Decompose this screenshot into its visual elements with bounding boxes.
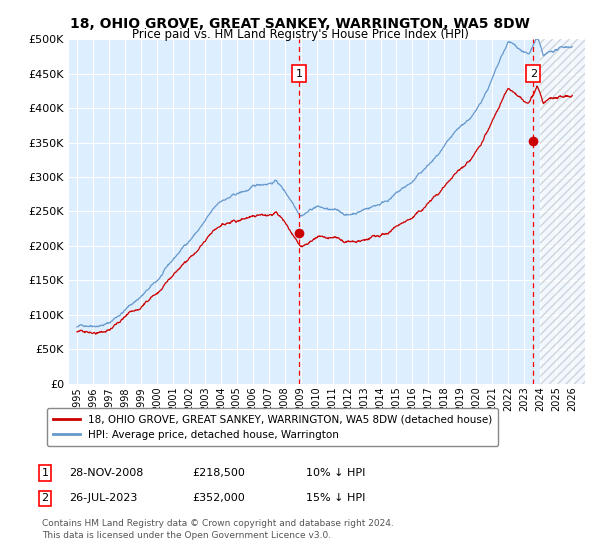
Text: 1: 1 <box>41 468 49 478</box>
Text: Contains HM Land Registry data © Crown copyright and database right 2024.: Contains HM Land Registry data © Crown c… <box>42 519 394 528</box>
Text: £352,000: £352,000 <box>192 493 245 503</box>
Text: 1: 1 <box>296 69 303 78</box>
Text: 2: 2 <box>530 69 537 78</box>
Text: £218,500: £218,500 <box>192 468 245 478</box>
Text: 28-NOV-2008: 28-NOV-2008 <box>69 468 143 478</box>
Text: 26-JUL-2023: 26-JUL-2023 <box>69 493 137 503</box>
Text: 10% ↓ HPI: 10% ↓ HPI <box>306 468 365 478</box>
Text: 15% ↓ HPI: 15% ↓ HPI <box>306 493 365 503</box>
Bar <box>540 39 585 384</box>
Legend: 18, OHIO GROVE, GREAT SANKEY, WARRINGTON, WA5 8DW (detached house), HPI: Average: 18, OHIO GROVE, GREAT SANKEY, WARRINGTON… <box>47 408 499 446</box>
Text: 2: 2 <box>41 493 49 503</box>
Text: 18, OHIO GROVE, GREAT SANKEY, WARRINGTON, WA5 8DW: 18, OHIO GROVE, GREAT SANKEY, WARRINGTON… <box>70 17 530 31</box>
Text: Price paid vs. HM Land Registry's House Price Index (HPI): Price paid vs. HM Land Registry's House … <box>131 28 469 41</box>
Text: This data is licensed under the Open Government Licence v3.0.: This data is licensed under the Open Gov… <box>42 531 331 540</box>
